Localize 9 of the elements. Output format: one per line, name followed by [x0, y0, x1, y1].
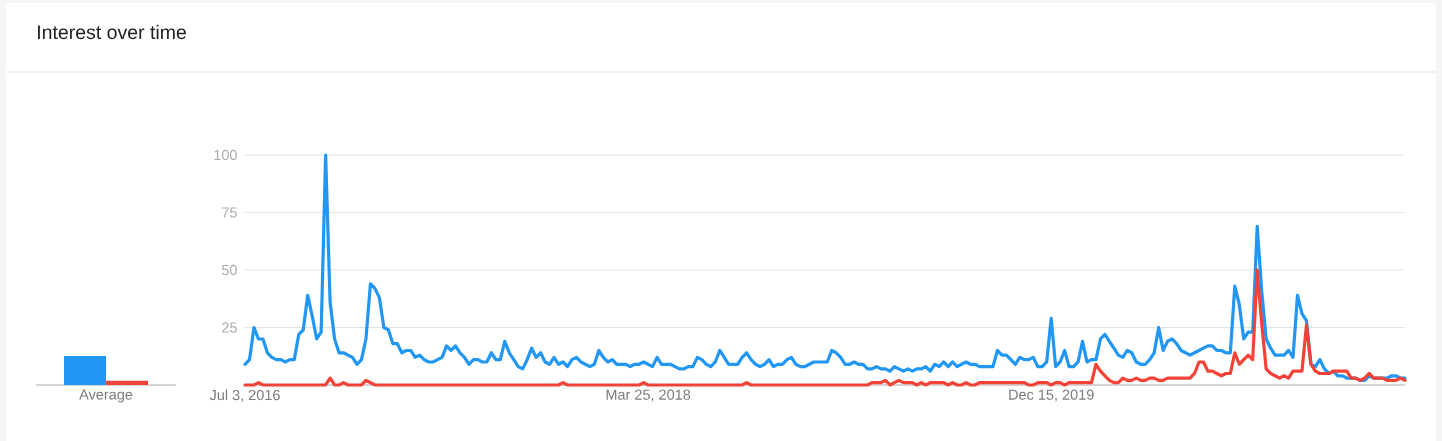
y-tick-label: 25 — [222, 322, 237, 333]
x-tick-label: Dec 15, 2019 — [1009, 389, 1094, 402]
x-tick-label: Mar 25, 2018 — [606, 389, 691, 402]
y-tick-label: 75 — [222, 207, 237, 218]
y-tick-label: 100 — [214, 149, 237, 161]
chart-title: Interest over time — [38, 24, 186, 40]
x-tick-label: Average — [79, 389, 133, 403]
y-tick-label: 50 — [221, 264, 237, 276]
x-tick-label: Jul 3, 2016 — [209, 389, 280, 402]
